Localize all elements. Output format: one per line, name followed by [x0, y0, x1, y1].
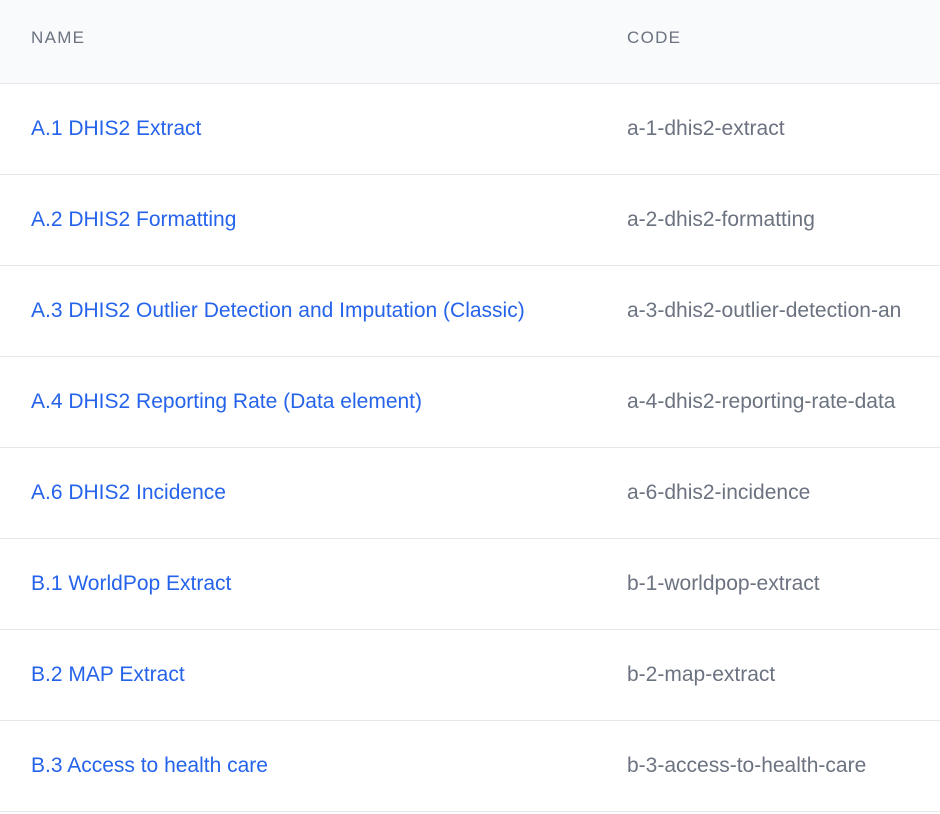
name-link[interactable]: A.1 DHIS2 Extract [31, 117, 202, 140]
code-cell: b-3-access-to-health-care [627, 754, 867, 777]
column-header[interactable]: CODE [627, 28, 682, 47]
name-link[interactable]: A.6 DHIS2 Incidence [31, 481, 226, 504]
table-row: A.6 DHIS2 Incidence a-6-dhis2-incidence [0, 448, 940, 539]
name-link[interactable]: A.3 DHIS2 Outlier Detection and Imputati… [31, 299, 525, 322]
name-link[interactable]: A.2 DHIS2 Formatting [31, 208, 237, 231]
table-header: NAME CODE [0, 0, 940, 84]
name-link[interactable]: A.4 DHIS2 Reporting Rate (Data element) [31, 390, 423, 413]
name-link[interactable]: B.2 MAP Extract [31, 663, 185, 686]
table-row: B.3 Access to health care b-3-access-to-h… [0, 721, 940, 812]
code-cell: a-2-dhis2-formatting [627, 208, 815, 231]
code-cell: a-1-dhis2-extract [627, 117, 785, 140]
table-row: B.2 MAP Extract b-2-map-extract [0, 630, 940, 721]
table-row: B.1 WorldPop Extract b-1-worldpop-extract [0, 539, 940, 630]
code-cell: a-6-dhis2-incidence [627, 481, 811, 504]
code-cell: b-1-worldpop-extract [627, 572, 820, 595]
table-body: A.1 DHIS2 Extract a-1-dhis2-extract A.2 DH… [0, 84, 940, 812]
code-cell: b-2-map-extract [627, 663, 776, 686]
table-row: A.2 DHIS2 Formatting a-2-dhis2-formatting [0, 175, 940, 266]
code-cell: a-3-dhis2-outlier-detection-an [627, 299, 902, 322]
table-row: A.3 DHIS2 Outlier Detection and Imputati… [0, 266, 940, 357]
code-cell: a-4-dhis2-reporting-rate-data [627, 390, 896, 413]
column-header[interactable]: NAME [31, 28, 86, 47]
table-row: A.1 DHIS2 Extract a-1-dhis2-extract [0, 84, 940, 175]
table-row: A.4 DHIS2 Reporting Rate (Data element) a… [0, 357, 940, 448]
name-link[interactable]: B.3 Access to health care [31, 754, 268, 777]
name-link[interactable]: B.1 WorldPop Extract [31, 572, 232, 595]
